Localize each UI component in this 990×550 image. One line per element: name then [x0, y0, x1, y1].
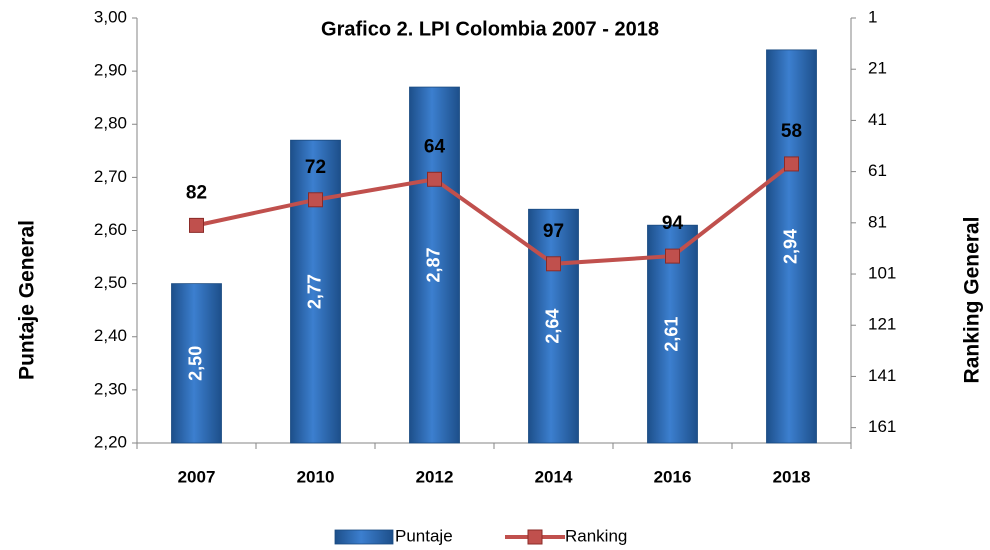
y-tick-label: 2,70 [94, 167, 127, 186]
x-tick-label: 2007 [178, 467, 216, 486]
y2-tick-label: 41 [868, 110, 887, 129]
y-tick-label: 2,20 [94, 432, 127, 451]
bar [171, 283, 222, 444]
y-axis-title: Puntaje General [16, 220, 39, 380]
point-label: 82 [186, 182, 207, 203]
y-tick-label: 2,60 [94, 220, 127, 239]
legend-label: Ranking [565, 526, 627, 545]
legend-label: Puntaje [395, 526, 453, 545]
y2-tick-label: 61 [868, 161, 887, 180]
marker [427, 171, 442, 187]
y-tick-label: 2,30 [94, 379, 127, 398]
y-tick-label: 3,00 [94, 7, 127, 26]
bar-value-label: 2,61 [661, 317, 681, 352]
bar-value-label: 2,64 [542, 309, 562, 344]
bar-value-label: 2,94 [780, 229, 800, 264]
marker [546, 256, 561, 272]
x-tick-label: 2010 [297, 467, 335, 486]
x-tick-label: 2018 [773, 467, 811, 486]
bar [528, 208, 579, 444]
x-tick-label: 2016 [654, 467, 692, 486]
bar-value-label: 2,77 [304, 274, 324, 309]
bar [290, 139, 341, 444]
bar [766, 49, 817, 444]
x-tick-label: 2014 [535, 467, 573, 486]
legend-swatch [334, 529, 394, 545]
point-label: 58 [781, 121, 802, 142]
y-tick-label: 2,40 [94, 326, 127, 345]
point-label: 97 [543, 221, 564, 242]
line [196, 162, 793, 266]
chart-title: Grafico 2. LPI Colombia 2007 - 2018 [321, 18, 659, 40]
y2-tick-label: 81 [868, 212, 887, 231]
y2-tick-label: 161 [868, 417, 896, 436]
legend-marker [527, 529, 543, 545]
point-label: 94 [662, 213, 684, 234]
bar [409, 86, 460, 444]
bar-value-label: 2,87 [423, 248, 443, 283]
y-tick-label: 2,80 [94, 114, 127, 133]
marker [189, 217, 204, 233]
y2-tick-label: 21 [868, 59, 887, 78]
y-tick-label: 2,90 [94, 61, 127, 80]
y2-tick-label: 121 [868, 315, 896, 334]
bar-value-label: 2,50 [185, 346, 205, 381]
marker [784, 156, 799, 172]
marker [308, 192, 323, 208]
marker [665, 248, 680, 264]
y2-tick-label: 1 [868, 7, 877, 26]
y2-tick-label: 101 [868, 264, 896, 283]
point-label: 72 [305, 157, 326, 178]
y-tick-label: 2,50 [94, 273, 127, 292]
y2-tick-label: 141 [868, 366, 896, 385]
y2-axis-title: Ranking General [961, 217, 984, 384]
point-label: 64 [424, 136, 446, 157]
x-tick-label: 2012 [416, 467, 454, 486]
